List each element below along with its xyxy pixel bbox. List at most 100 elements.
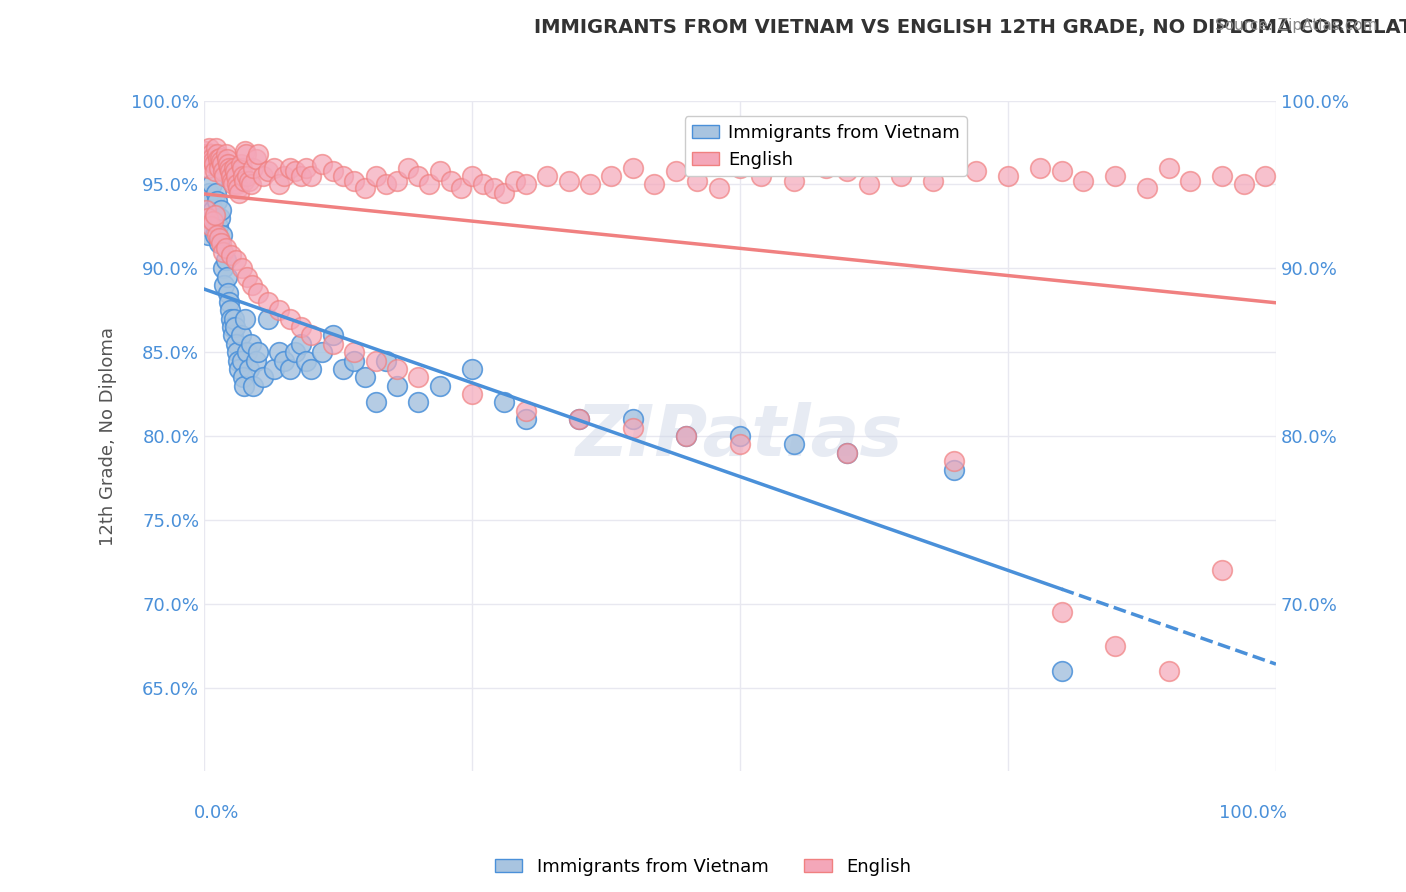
Point bbox=[232, 169, 254, 183]
Point bbox=[621, 420, 644, 434]
Point bbox=[375, 353, 398, 368]
Point bbox=[621, 412, 644, 426]
Point bbox=[231, 261, 253, 276]
Point bbox=[197, 211, 219, 225]
Point bbox=[299, 169, 322, 183]
Point bbox=[226, 178, 249, 192]
Point bbox=[214, 147, 236, 161]
Point bbox=[202, 211, 225, 225]
Point bbox=[211, 227, 233, 242]
Point bbox=[224, 161, 246, 175]
Point bbox=[1029, 161, 1052, 175]
Point bbox=[922, 174, 945, 188]
Point bbox=[1233, 178, 1256, 192]
Point bbox=[214, 169, 236, 183]
Point bbox=[242, 378, 264, 392]
Point bbox=[214, 252, 236, 267]
Point bbox=[263, 362, 285, 376]
Point bbox=[1050, 164, 1073, 178]
Point bbox=[837, 446, 859, 460]
Point bbox=[232, 378, 254, 392]
Point bbox=[364, 395, 387, 409]
Point bbox=[238, 174, 260, 188]
Point bbox=[201, 214, 224, 228]
Point bbox=[408, 395, 430, 409]
Point bbox=[201, 153, 224, 168]
Point bbox=[228, 186, 250, 200]
Point bbox=[233, 144, 256, 158]
Point bbox=[503, 174, 526, 188]
Point bbox=[643, 178, 665, 192]
Point bbox=[1104, 169, 1126, 183]
Point bbox=[205, 140, 228, 154]
Point bbox=[200, 194, 222, 209]
Point bbox=[236, 169, 259, 183]
Point bbox=[322, 164, 344, 178]
Point bbox=[202, 157, 225, 171]
Point bbox=[208, 231, 231, 245]
Point bbox=[665, 164, 688, 178]
Point bbox=[225, 336, 247, 351]
Point bbox=[263, 161, 285, 175]
Point bbox=[200, 219, 222, 234]
Point bbox=[322, 336, 344, 351]
Point bbox=[408, 169, 430, 183]
Point bbox=[728, 161, 751, 175]
Point bbox=[233, 311, 256, 326]
Point bbox=[782, 174, 804, 188]
Point bbox=[269, 178, 291, 192]
Point bbox=[1050, 664, 1073, 678]
Text: Source: ZipAtlas.com: Source: ZipAtlas.com bbox=[1215, 18, 1378, 33]
Point bbox=[284, 345, 307, 359]
Point bbox=[225, 169, 247, 183]
Point bbox=[257, 294, 280, 309]
Point bbox=[231, 353, 253, 368]
Point bbox=[837, 446, 859, 460]
Point bbox=[224, 164, 246, 178]
Point bbox=[245, 353, 267, 368]
Point bbox=[236, 269, 259, 284]
Point bbox=[207, 219, 229, 234]
Point bbox=[965, 164, 987, 178]
Point bbox=[200, 147, 222, 161]
Point bbox=[429, 378, 451, 392]
Point bbox=[385, 378, 408, 392]
Point bbox=[201, 178, 224, 192]
Point bbox=[240, 178, 263, 192]
Point bbox=[1211, 563, 1233, 577]
Point bbox=[232, 174, 254, 188]
Point bbox=[332, 169, 354, 183]
Point bbox=[229, 157, 252, 171]
Point bbox=[943, 454, 966, 468]
Point bbox=[278, 362, 301, 376]
Point bbox=[621, 161, 644, 175]
Point bbox=[269, 345, 291, 359]
Point bbox=[208, 236, 231, 251]
Point bbox=[1180, 174, 1202, 188]
Point bbox=[943, 462, 966, 476]
Point bbox=[515, 412, 537, 426]
Point bbox=[375, 178, 398, 192]
Point bbox=[209, 202, 232, 217]
Point bbox=[222, 328, 245, 343]
Point bbox=[343, 345, 366, 359]
Point bbox=[343, 174, 366, 188]
Point bbox=[218, 303, 240, 318]
Point bbox=[195, 211, 218, 225]
Point bbox=[1050, 605, 1073, 619]
Point bbox=[224, 320, 246, 334]
Point bbox=[450, 181, 472, 195]
Point bbox=[207, 153, 229, 167]
Point bbox=[461, 169, 484, 183]
Point bbox=[205, 227, 228, 242]
Point bbox=[429, 164, 451, 178]
Point bbox=[408, 370, 430, 384]
Text: IMMIGRANTS FROM VIETNAM VS ENGLISH 12TH GRADE, NO DIPLOMA CORRELATION CHART: IMMIGRANTS FROM VIETNAM VS ENGLISH 12TH … bbox=[534, 18, 1406, 37]
Point bbox=[461, 387, 484, 401]
Point bbox=[782, 437, 804, 451]
Point bbox=[205, 194, 228, 209]
Point bbox=[332, 362, 354, 376]
Point bbox=[232, 370, 254, 384]
Point bbox=[354, 370, 377, 384]
Point bbox=[246, 345, 269, 359]
